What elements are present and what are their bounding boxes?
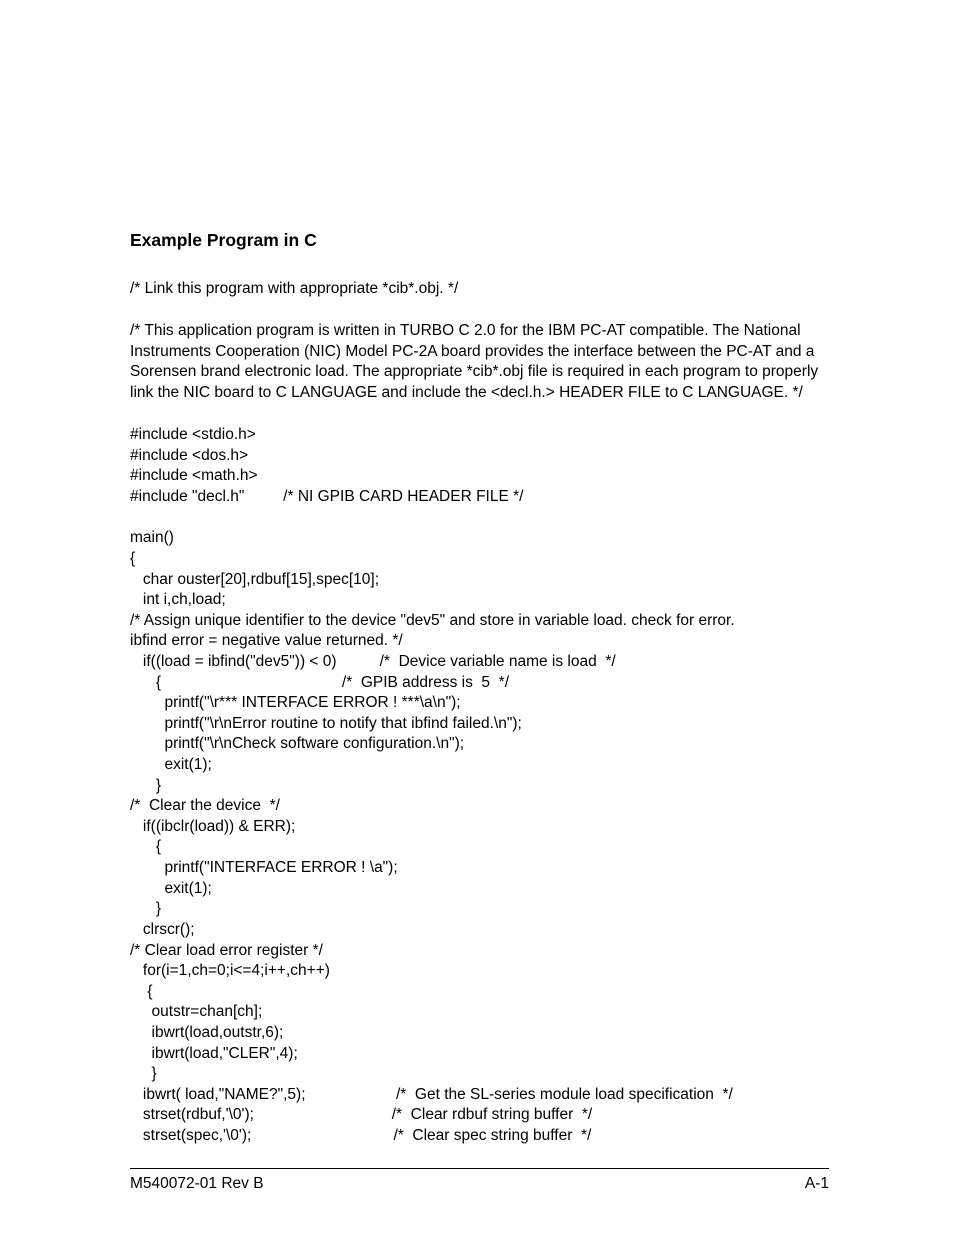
footer-page-number: A-1 xyxy=(805,1175,829,1193)
footer-doc-number: M540072-01 Rev B xyxy=(130,1175,264,1193)
page-footer: M540072-01 Rev B A-1 xyxy=(130,1168,829,1193)
document-page: Example Program in C /* Link this progra… xyxy=(0,0,954,1235)
paragraph-link-comment: /* Link this program with appropriate *c… xyxy=(130,279,829,299)
footer-rule xyxy=(130,1168,829,1169)
section-heading: Example Program in C xyxy=(130,230,829,251)
code-listing: #include <stdio.h> #include <dos.h> #inc… xyxy=(130,425,829,1146)
paragraph-description-comment: /* This application program is written i… xyxy=(130,321,829,403)
footer-line: M540072-01 Rev B A-1 xyxy=(130,1175,829,1193)
